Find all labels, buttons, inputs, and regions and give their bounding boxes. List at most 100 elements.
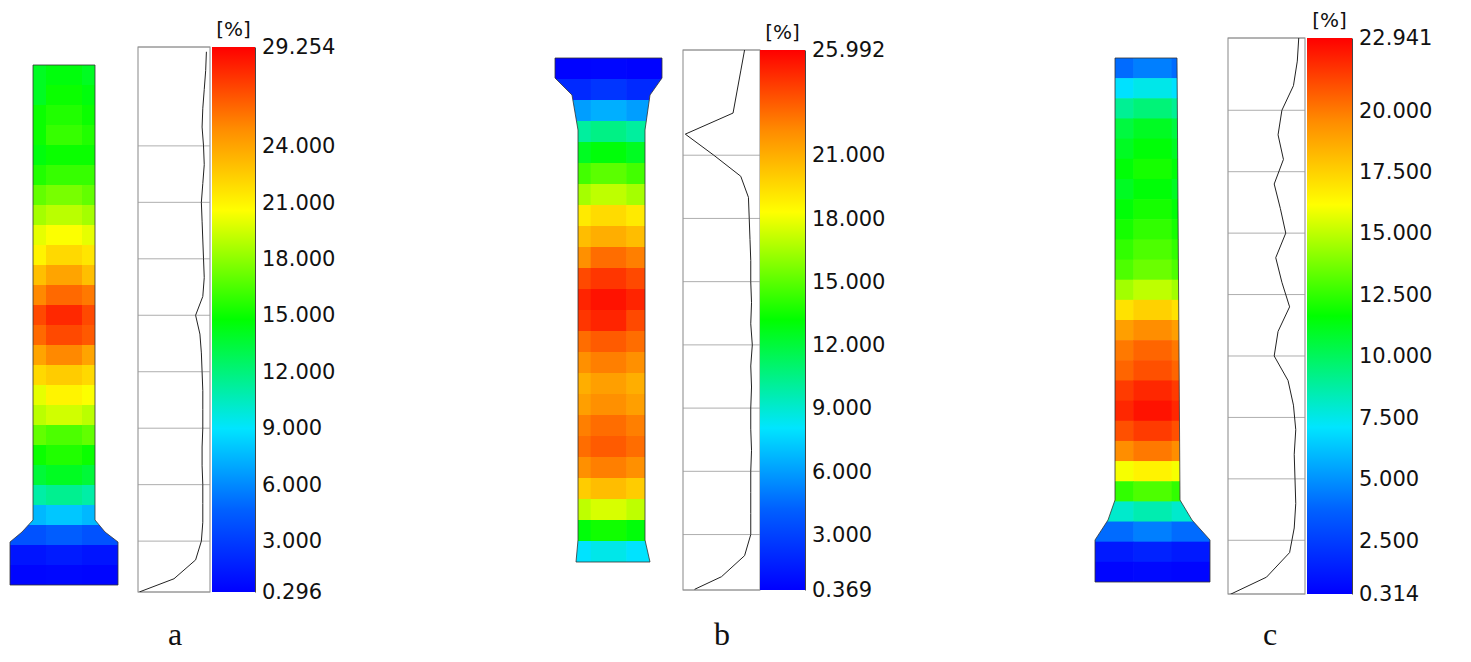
strain-cell (82, 85, 119, 106)
tick: 18.000 (255, 247, 335, 271)
strain-cell (591, 247, 627, 269)
strain-cell (46, 405, 83, 426)
strain-cell (82, 325, 119, 346)
strain-cell (10, 385, 47, 406)
strain-cell (1133, 360, 1172, 381)
strain-cell (82, 105, 119, 126)
grid-line (138, 258, 210, 259)
strain-cell (1133, 118, 1172, 139)
strain-cell (10, 145, 47, 166)
distribution-line (1230, 38, 1299, 594)
strain-cell (626, 58, 662, 80)
strain-cell (555, 457, 591, 479)
grid-line (1228, 594, 1305, 595)
strain-cell (46, 445, 83, 466)
strain-cell (1172, 421, 1211, 442)
strain-cell (1172, 340, 1211, 361)
specimen-outline (1095, 58, 1210, 582)
tick: 6.000 (805, 460, 872, 484)
tick-label: 25.992 (812, 38, 885, 62)
strain-cell (626, 394, 662, 416)
strain-cell (1095, 542, 1134, 563)
tick: 24.000 (255, 134, 335, 158)
strain-cell (1095, 421, 1134, 442)
strain-cell (626, 142, 662, 164)
strain-cell (626, 184, 662, 206)
strain-cell (555, 415, 591, 437)
color-axis: 0.3693.0006.0009.00012.00015.00018.00021… (805, 38, 885, 602)
tick-label: 12.000 (812, 333, 885, 357)
strain-cell (82, 505, 119, 526)
strain-cell (46, 225, 83, 246)
strain-cell (555, 163, 591, 185)
tick: 20.000 (1352, 98, 1432, 122)
strain-cell (1133, 461, 1172, 482)
strain-cell (10, 205, 47, 226)
axis-line (255, 48, 256, 593)
strain-cell (1133, 401, 1172, 422)
tick: 12.000 (255, 360, 335, 384)
tick: 9.000 (255, 416, 322, 440)
strain-cell (1172, 219, 1211, 240)
grid-line (1228, 38, 1305, 39)
axis-line (805, 51, 806, 591)
tick-label: 12.500 (1359, 283, 1432, 307)
strain-cell (10, 345, 47, 366)
strain-cell (1172, 380, 1211, 401)
strain-cell (82, 365, 119, 386)
strain-cell (555, 541, 591, 563)
strain-cell (1095, 239, 1134, 260)
panel: 0.3142.5005.0007.50010.00012.50015.00017… (1095, 8, 1432, 652)
tick-label: 21.000 (262, 191, 335, 215)
specimen-field (555, 58, 663, 563)
grid-line (138, 484, 210, 485)
strain-cell (591, 79, 627, 101)
tick-label: 24.000 (262, 134, 335, 158)
grid-line (683, 218, 760, 219)
color-axis: 0.2963.0006.0009.00012.00015.00018.00021… (255, 35, 335, 604)
strain-cell (1095, 300, 1134, 321)
tick-label: 9.000 (262, 416, 322, 440)
strain-cell (1095, 139, 1134, 160)
strain-cell (1133, 380, 1172, 401)
strain-cell (82, 385, 119, 406)
strain-cell (591, 289, 627, 311)
tick: 21.000 (805, 143, 885, 167)
strain-cell (555, 331, 591, 353)
tick: 0.296 (255, 580, 322, 604)
grid-line (683, 50, 760, 51)
strain-cell (82, 565, 119, 586)
strain-cell (626, 310, 662, 332)
strain-cell (555, 289, 591, 311)
strain-cell (10, 105, 47, 126)
strain-cell (555, 310, 591, 332)
colorbar-title: [%] (216, 17, 251, 41)
strain-cell (1133, 501, 1172, 522)
grid-line (683, 408, 760, 409)
strain-cell (1133, 280, 1172, 301)
strain-cell (1172, 239, 1211, 260)
strain-cell (555, 58, 591, 80)
tick-label: 6.000 (812, 460, 872, 484)
strain-cell (555, 142, 591, 164)
tick: 15.000 (805, 270, 885, 294)
strain-cell (10, 425, 47, 446)
grid-line (138, 315, 210, 316)
strain-cell (591, 415, 627, 437)
tick: 6.000 (255, 473, 322, 497)
tick: 21.000 (255, 191, 335, 215)
strain-cell (82, 525, 119, 546)
figure: 0.2963.0006.0009.00012.00015.00018.00021… (0, 0, 1471, 662)
grid-line (683, 534, 760, 535)
strain-cell (1133, 421, 1172, 442)
strain-cell (1133, 159, 1172, 180)
strain-cell (1133, 260, 1172, 281)
strain-cell (10, 485, 47, 506)
strain-cell (555, 205, 591, 227)
tick: 29.254 (255, 35, 335, 59)
strain-cell (1172, 461, 1211, 482)
tick: 0.314 (1352, 582, 1419, 606)
strain-cell (10, 185, 47, 206)
strain-cell (1095, 441, 1134, 462)
strain-cell (1172, 260, 1211, 281)
